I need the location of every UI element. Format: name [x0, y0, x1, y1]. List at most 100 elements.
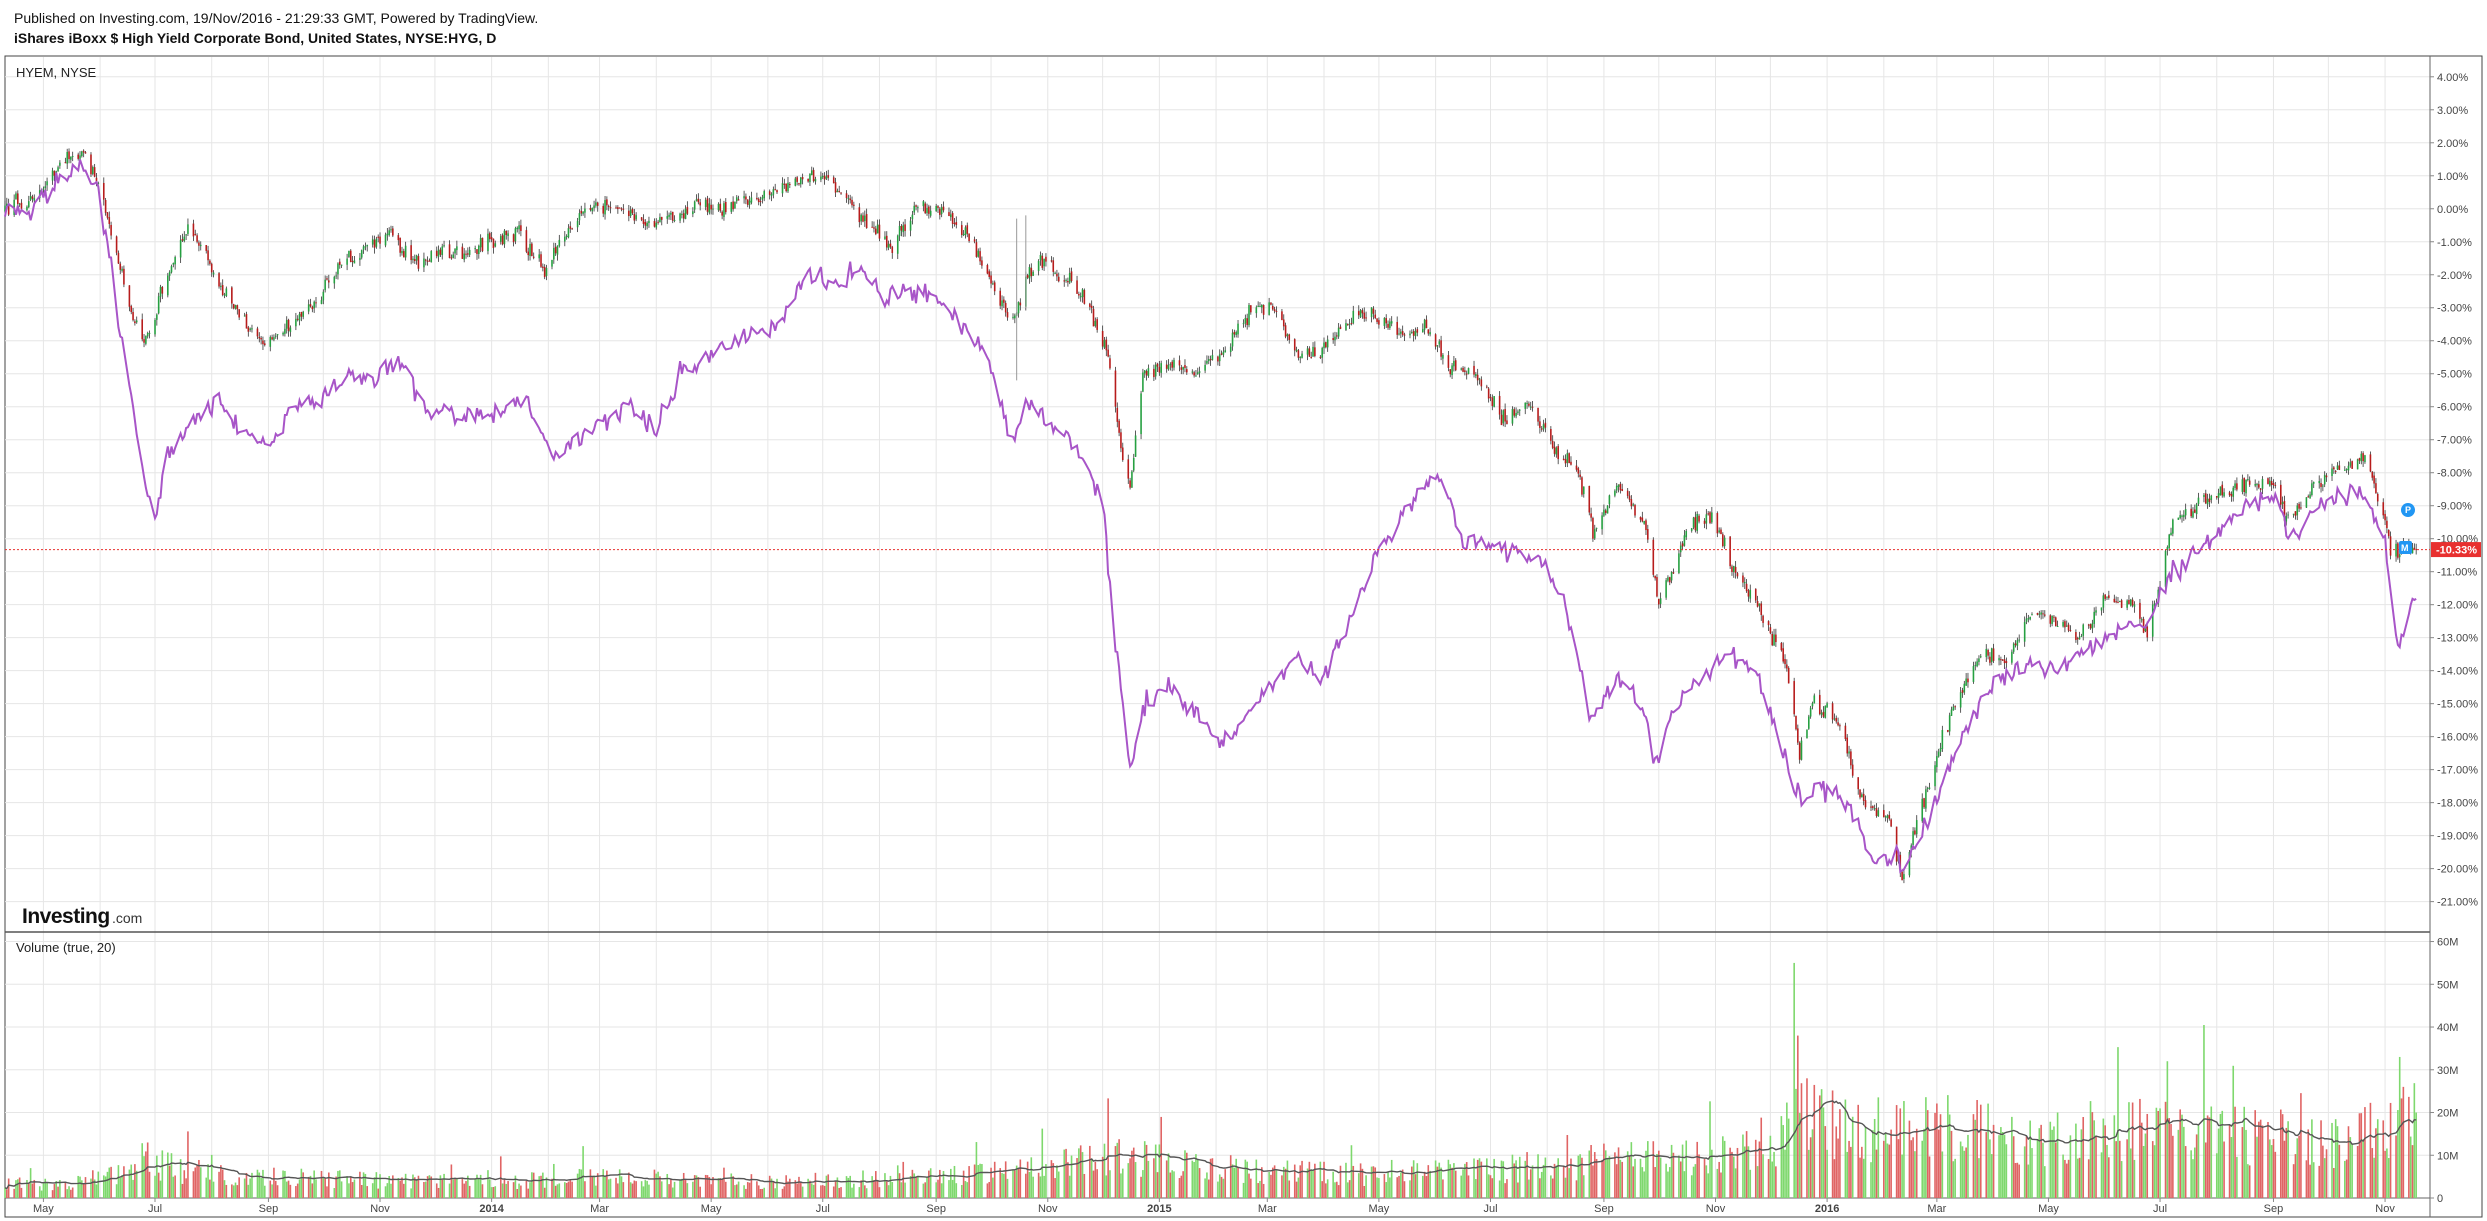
volume-bar [1244, 1159, 1247, 1198]
volume-bar [1476, 1159, 1479, 1198]
volume-bar [1101, 1156, 1104, 1198]
candle [1169, 363, 1172, 366]
volume-bar [1800, 1083, 1803, 1198]
candle [827, 175, 830, 178]
candle [1831, 703, 1834, 720]
candle [18, 203, 21, 205]
candle [1692, 517, 1695, 528]
volume-bar [2100, 1152, 2103, 1198]
candle [2036, 612, 2039, 615]
candle [1872, 806, 1874, 808]
volume-bar [2069, 1135, 2072, 1198]
price-tick-label: 4.00% [2437, 72, 2468, 84]
volume-bar [295, 1186, 297, 1198]
candle [29, 195, 32, 200]
candle [799, 177, 802, 185]
symbol-title: iShares iBoxx $ High Yield Corporate Bon… [14, 30, 497, 46]
volume-bar [1191, 1160, 1194, 1198]
candle [699, 202, 701, 206]
candle [1592, 518, 1594, 539]
candle [1116, 407, 1119, 422]
price-axis[interactable]: 4.00%3.00%2.00%1.00%0.00%-1.00%-2.00%-3.… [2430, 72, 2478, 909]
volume-bar [463, 1183, 465, 1198]
volume-bar [130, 1164, 133, 1198]
volume-bar [302, 1172, 304, 1198]
volume-bar [220, 1165, 222, 1198]
candle [1184, 365, 1186, 368]
volume-bar [633, 1180, 636, 1198]
volume-bar [2345, 1159, 2348, 1198]
volume-bar [1478, 1158, 1481, 1198]
candle [1118, 420, 1120, 433]
volume-bar [269, 1180, 272, 1198]
candle [553, 247, 555, 260]
candle [838, 191, 841, 193]
candle [1026, 275, 1029, 278]
candle [1775, 634, 1777, 643]
time-tick-label: Jul [1483, 1203, 1497, 1215]
candle [295, 318, 297, 327]
candle [1542, 424, 1545, 430]
candle [1582, 486, 1585, 495]
volume-bar [1220, 1176, 1223, 1198]
candle [915, 205, 917, 207]
volume-bar [2206, 1115, 2209, 1198]
candle [569, 226, 572, 229]
volume-bar [2049, 1121, 2052, 1198]
time-axis[interactable]: May Jul Sep Nov 2014 Mar May Jul Sep Nov 2015 Mar Ma… [33, 1198, 2395, 1215]
candle [1526, 402, 1528, 404]
volume-bar [1873, 1118, 1876, 1198]
badge-p-icon[interactable] [2401, 503, 2415, 517]
volume-bar [1639, 1158, 1642, 1198]
candle [1449, 369, 1452, 375]
volume-bar [1493, 1158, 1495, 1198]
candle [2411, 547, 2414, 554]
candle [889, 243, 892, 247]
candle [679, 213, 681, 221]
volume-tick-label: 60M [2437, 937, 2458, 949]
candle [2298, 503, 2300, 509]
candle [653, 220, 656, 227]
volume-bar [1030, 1157, 1033, 1198]
candle [2387, 529, 2390, 537]
volume-bar [1972, 1114, 1975, 1198]
volume-bar [631, 1183, 634, 1198]
candle [554, 246, 557, 254]
badge-m-icon[interactable] [2399, 541, 2412, 554]
candle [1780, 642, 1783, 651]
volume-tick-label: 50M [2437, 979, 2458, 991]
candle [128, 285, 131, 307]
volume-bar [1762, 1154, 1764, 1198]
candle [2283, 500, 2286, 521]
volume-bar [1193, 1161, 1195, 1198]
candle [693, 201, 696, 210]
candle [2194, 509, 2196, 513]
volume-bar [2051, 1129, 2053, 1198]
time-tick-label: Jul [148, 1203, 162, 1215]
candle [1427, 329, 1430, 334]
volume-bar [161, 1150, 164, 1198]
candle [1323, 342, 1325, 349]
volume-bar [1588, 1150, 1591, 1198]
candle [1204, 364, 1206, 371]
candle [2078, 637, 2081, 640]
volume-bar [2351, 1144, 2353, 1198]
candle [364, 246, 367, 248]
volume-bar [1067, 1162, 1069, 1198]
volume-bar [1681, 1144, 1684, 1198]
volume-bar [373, 1177, 376, 1198]
candle [311, 306, 314, 310]
candle [684, 208, 687, 219]
volume-bar [900, 1182, 903, 1198]
volume-bar [968, 1166, 970, 1198]
volume-bar [1806, 1078, 1808, 1198]
candle [27, 201, 30, 208]
candle [461, 246, 464, 259]
candle [1539, 421, 1541, 428]
candle [964, 227, 967, 235]
candle [759, 201, 762, 203]
candle [2049, 615, 2052, 624]
volume-bar [221, 1169, 224, 1198]
